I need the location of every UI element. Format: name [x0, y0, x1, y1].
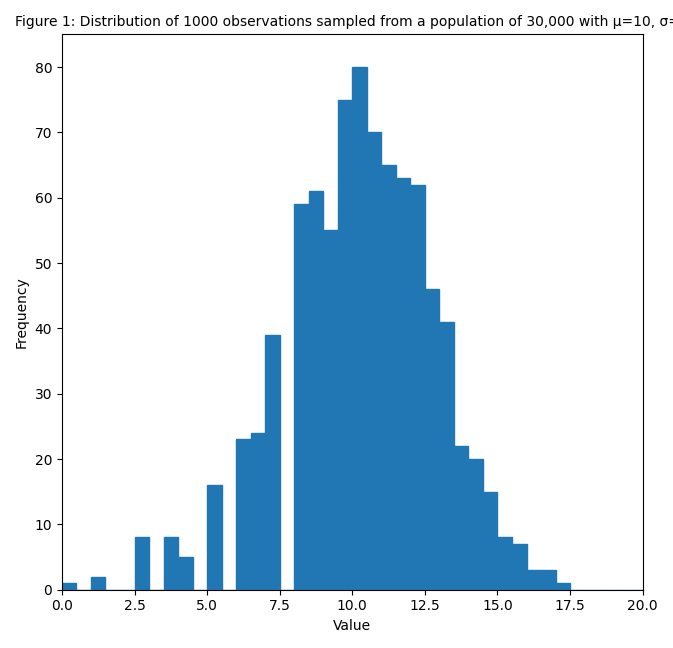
- Bar: [382, 165, 396, 590]
- Bar: [454, 446, 468, 590]
- Bar: [338, 100, 352, 590]
- Bar: [468, 459, 483, 590]
- Bar: [411, 185, 425, 590]
- Bar: [178, 557, 192, 590]
- Bar: [556, 583, 570, 590]
- Bar: [396, 178, 411, 590]
- Bar: [425, 289, 439, 590]
- Y-axis label: Frequency: Frequency: [15, 276, 29, 348]
- Bar: [541, 570, 556, 590]
- Bar: [483, 492, 497, 590]
- Bar: [236, 439, 250, 590]
- Bar: [207, 485, 221, 590]
- Bar: [497, 537, 512, 590]
- Bar: [135, 537, 149, 590]
- Bar: [164, 537, 178, 590]
- Bar: [91, 577, 106, 590]
- Bar: [62, 583, 77, 590]
- Bar: [526, 570, 541, 590]
- Bar: [323, 230, 338, 590]
- Bar: [367, 132, 382, 590]
- Bar: [250, 433, 265, 590]
- Bar: [439, 322, 454, 590]
- Title: Figure 1: Distribution of 1000 observations sampled from a population of 30,000 : Figure 1: Distribution of 1000 observati…: [15, 15, 673, 29]
- Bar: [294, 204, 309, 590]
- Bar: [352, 67, 367, 590]
- X-axis label: Value: Value: [333, 619, 371, 633]
- Bar: [512, 544, 526, 590]
- Bar: [265, 335, 280, 590]
- Bar: [309, 191, 323, 590]
